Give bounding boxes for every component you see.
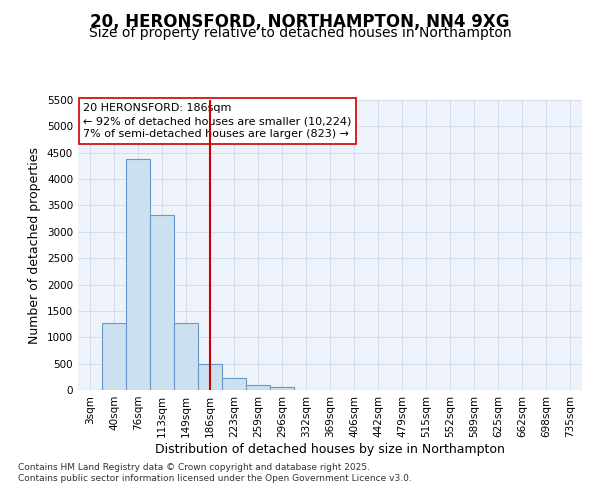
Y-axis label: Number of detached properties: Number of detached properties: [28, 146, 41, 344]
Bar: [150, 215, 174, 390]
Bar: [222, 378, 246, 390]
Bar: [270, 387, 294, 390]
Text: Size of property relative to detached houses in Northampton: Size of property relative to detached ho…: [89, 26, 511, 40]
Bar: [246, 384, 270, 390]
Bar: [198, 364, 222, 390]
Bar: [174, 322, 198, 390]
Text: 20, HERONSFORD, NORTHAMPTON, NN4 9XG: 20, HERONSFORD, NORTHAMPTON, NN4 9XG: [90, 12, 510, 30]
Bar: [102, 322, 126, 390]
Text: Contains public sector information licensed under the Open Government Licence v3: Contains public sector information licen…: [18, 474, 412, 483]
Text: Contains HM Land Registry data © Crown copyright and database right 2025.: Contains HM Land Registry data © Crown c…: [18, 462, 370, 471]
Text: 20 HERONSFORD: 186sqm
← 92% of detached houses are smaller (10,224)
7% of semi-d: 20 HERONSFORD: 186sqm ← 92% of detached …: [83, 103, 352, 140]
X-axis label: Distribution of detached houses by size in Northampton: Distribution of detached houses by size …: [155, 442, 505, 456]
Bar: [126, 159, 150, 390]
